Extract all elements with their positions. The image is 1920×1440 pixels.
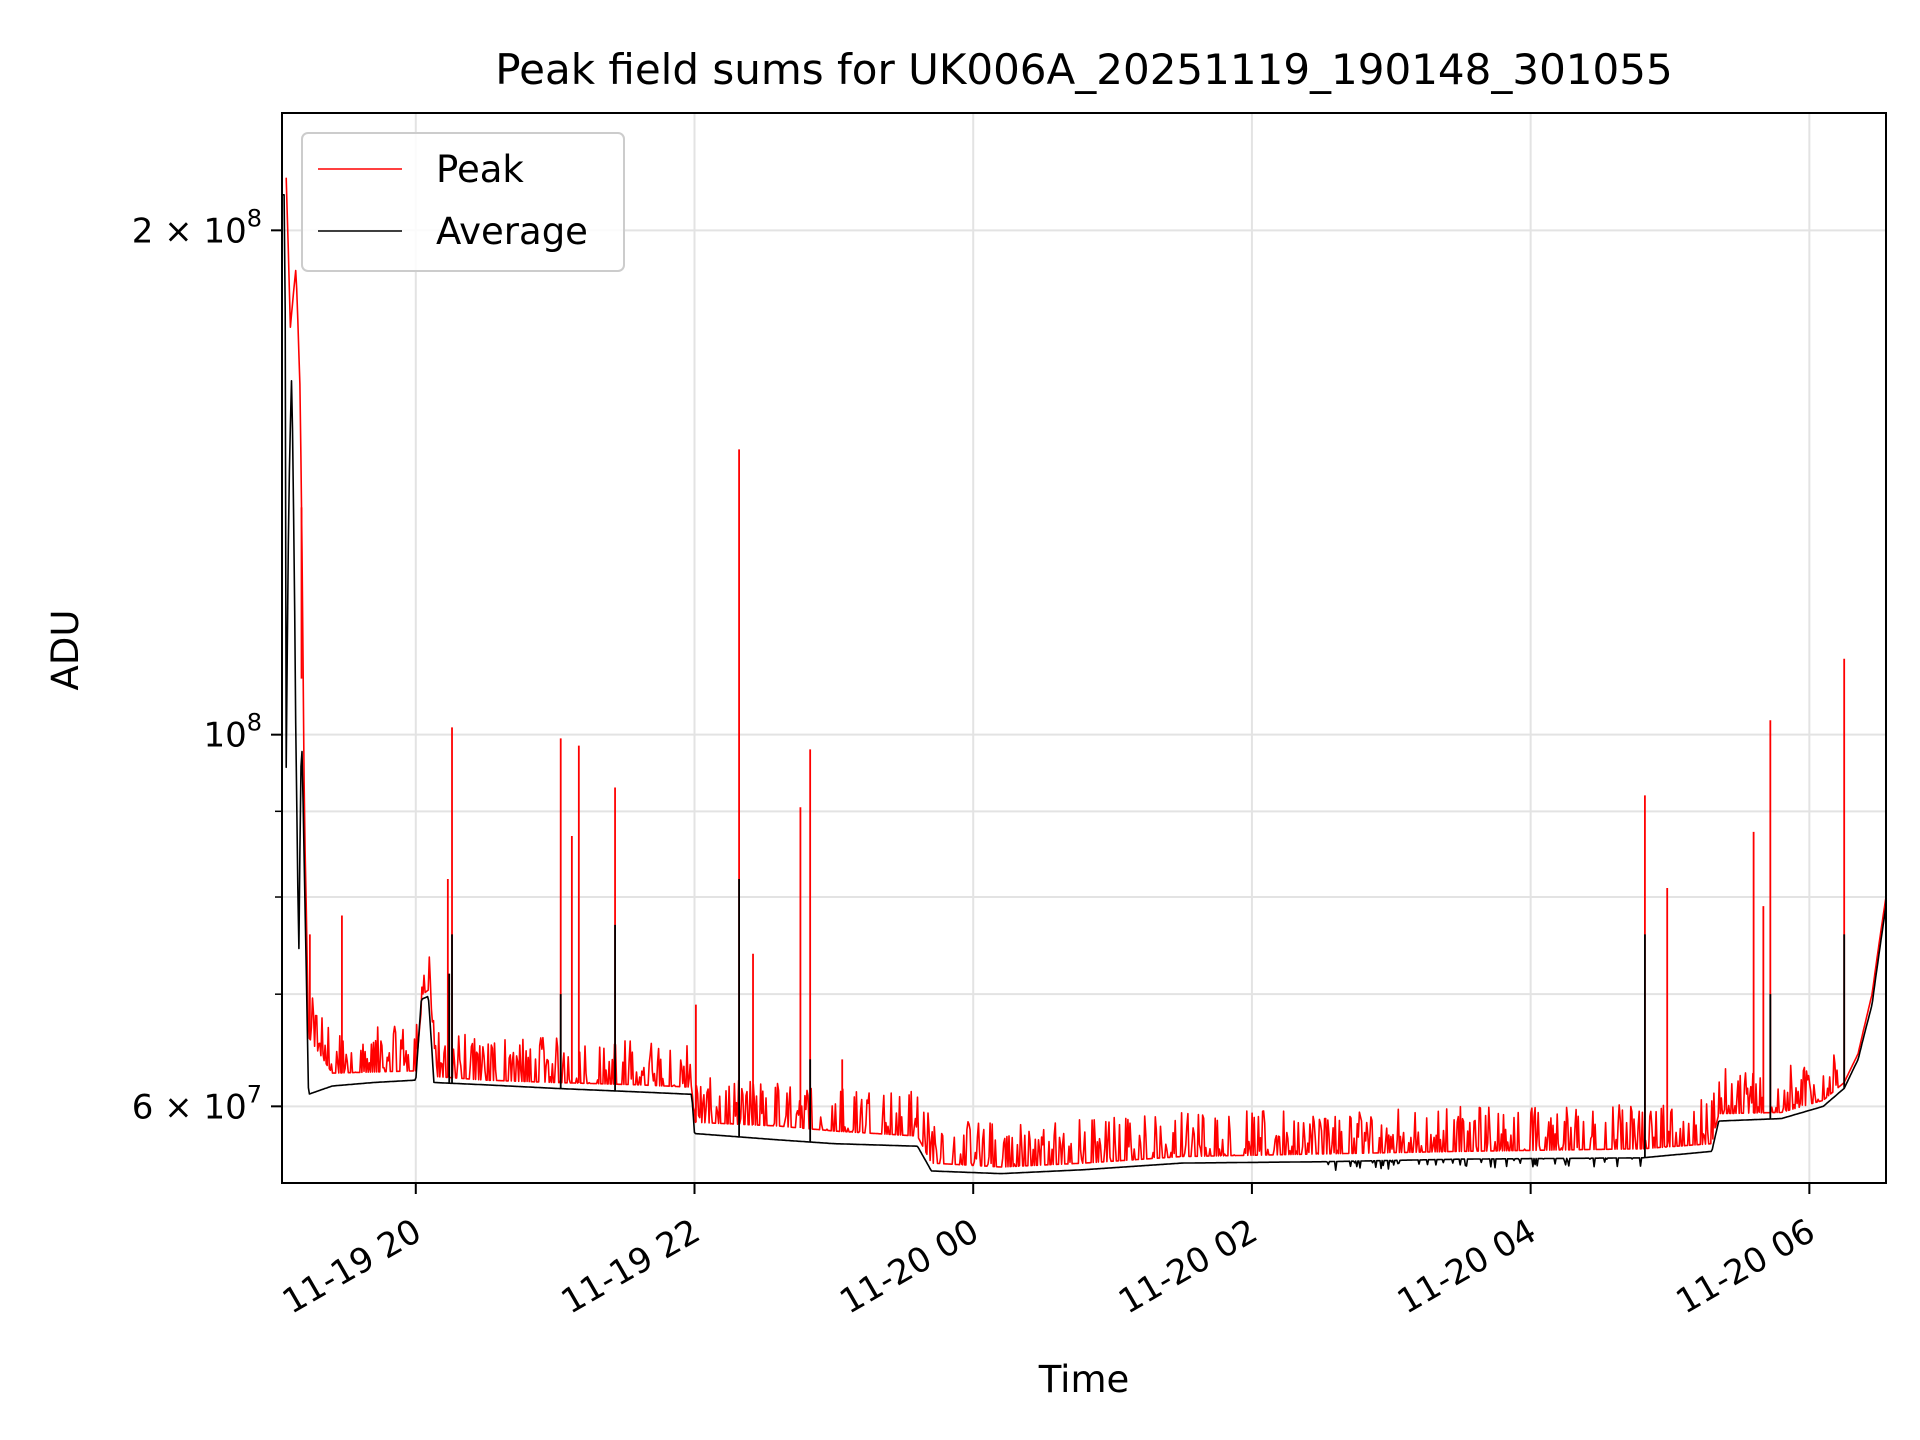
series-average-line (282, 194, 1886, 1175)
y-tick-label: 2 × 108 (132, 204, 262, 251)
y-tick-base: 10 (203, 716, 246, 756)
plot-frame (281, 112, 1887, 1184)
legend-peak-label: Peak (436, 148, 524, 191)
legend-box (301, 132, 625, 272)
x-axis-label: Time (1038, 1358, 1130, 1401)
y-tick-exponent: 7 (247, 1080, 262, 1108)
y-tick-exponent: 8 (247, 204, 262, 232)
y-tick-base: 6 × 10 (132, 1087, 247, 1127)
y-tick-label: 108 (203, 709, 262, 756)
legend-average-label: Average (436, 210, 588, 253)
plot-area (282, 177, 1886, 1175)
chart-title: Peak field sums for UK006A_20251119_1901… (495, 45, 1672, 94)
y-tick-exponent: 8 (247, 709, 262, 737)
y-tick-label: 6 × 107 (132, 1080, 262, 1127)
legend: Peak Average (301, 132, 625, 272)
y-tick-base: 2 × 10 (132, 211, 247, 251)
y-axis-label: ADU (44, 610, 87, 691)
series-peak-line (285, 177, 1886, 1168)
